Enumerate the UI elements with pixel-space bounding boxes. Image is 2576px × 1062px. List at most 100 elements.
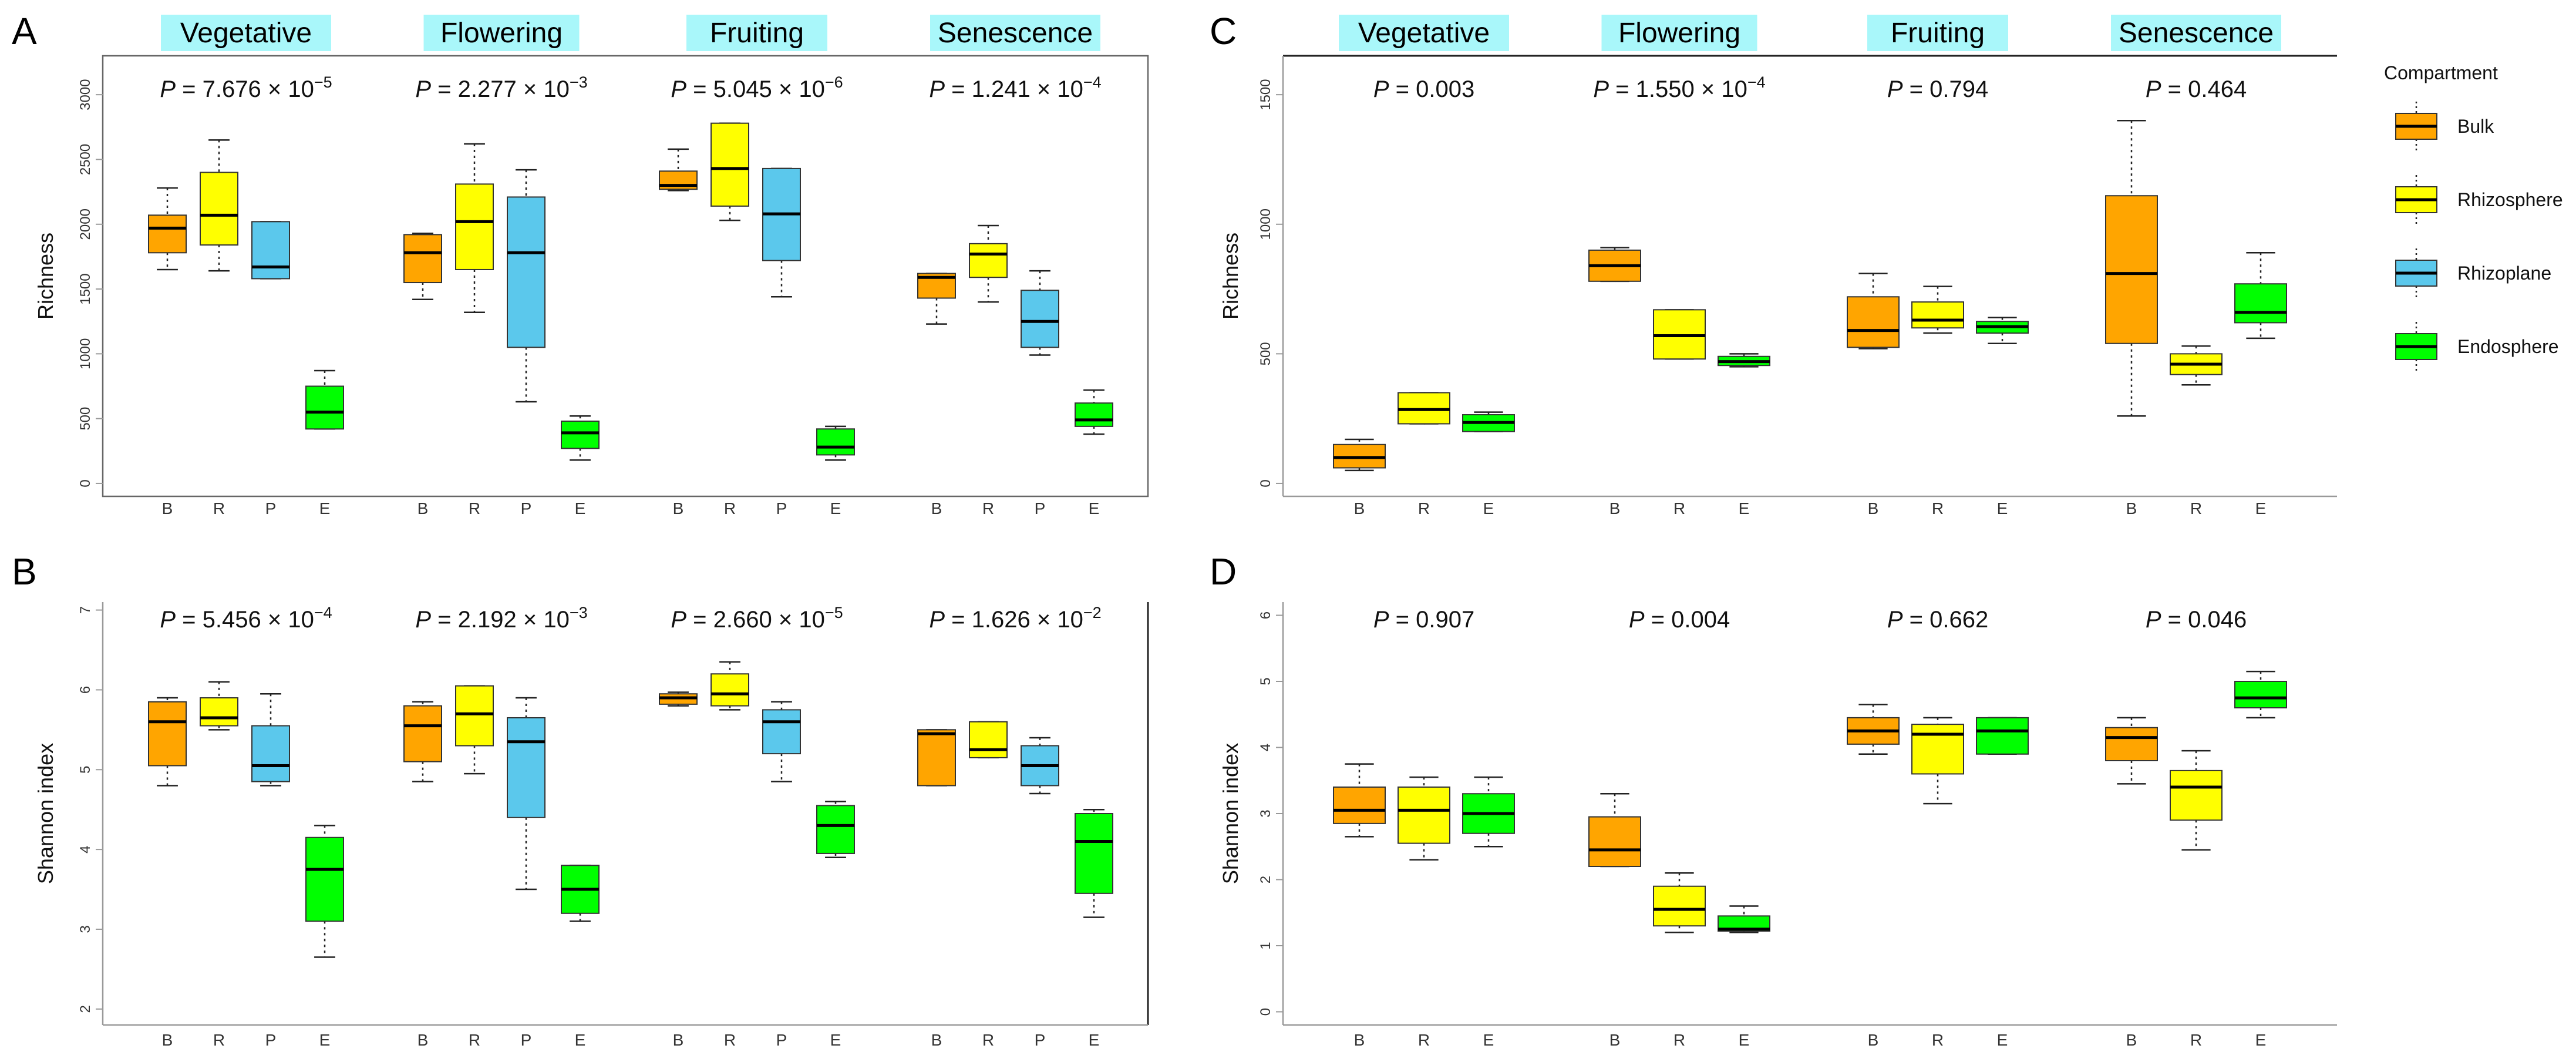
x-tick-label: E	[1997, 1031, 2008, 1049]
box-body	[710, 673, 749, 707]
panel-d: D 0 1 2 3 4 5 6 Shannon index P = 0.907 B R E P = 0.0…	[1210, 550, 2337, 1049]
panel-c: C 0 500 1000 1500 Richness Vegetative P = 0.003…	[1210, 10, 2563, 517]
legend: Compartment Bulk Rhizosphere Rhizoplane Endo…	[2384, 62, 2563, 371]
x-tick-label: R	[469, 1031, 480, 1049]
box-body	[305, 836, 344, 922]
stage-label-bg	[161, 15, 331, 51]
x-tick-label: E	[830, 1031, 841, 1049]
x-tick-label: B	[1354, 1031, 1365, 1049]
box-body	[1653, 885, 1706, 927]
x-tick-label: P	[265, 1031, 277, 1049]
box-body	[969, 243, 1008, 278]
box-r	[455, 685, 494, 775]
box-e	[305, 369, 344, 430]
p-value-exponent: −4	[1747, 73, 1766, 91]
y-tick-label: 1500	[1258, 79, 1274, 110]
x-tick-label: P	[1035, 499, 1046, 517]
box-e	[1462, 776, 1515, 848]
y-axis-label: Shannon index	[1218, 743, 1242, 884]
box-p	[1021, 737, 1059, 795]
x-tick-label: B	[1609, 1031, 1621, 1049]
stage-label-bg	[686, 15, 827, 51]
box-e	[2234, 252, 2287, 340]
p-value-text: = 0.662	[1903, 607, 1989, 633]
p-value-label: P = 0.794	[1887, 76, 1988, 102]
x-tick-label: R	[1418, 1031, 1430, 1049]
x-tick-label: B	[417, 499, 429, 517]
p-value-label: P = 2.660 × 10−5	[671, 604, 843, 633]
panel-letter: C	[1210, 10, 1237, 52]
box-p	[762, 701, 801, 782]
x-tick-label: E	[2255, 499, 2267, 517]
x-tick-label: E	[1739, 1031, 1750, 1049]
box-body	[251, 725, 290, 782]
box-body	[1398, 787, 1450, 844]
x-tick-label: R	[982, 1031, 994, 1049]
box-body	[1333, 787, 1386, 824]
box-r	[1911, 285, 1964, 334]
p-value-exponent: −4	[1083, 73, 1102, 91]
p-value-text: = 1.626 × 10	[945, 607, 1083, 633]
x-tick-label: E	[830, 499, 841, 517]
legend-label: Rhizosphere	[2457, 189, 2563, 210]
box-body	[200, 172, 238, 246]
box-r	[2170, 345, 2223, 386]
box-body	[561, 421, 600, 449]
x-tick-label: P	[776, 499, 787, 517]
box-p	[507, 697, 545, 890]
x-tick-label: B	[1868, 499, 1879, 517]
y-tick-label: 1500	[78, 273, 93, 304]
box-body	[507, 717, 545, 818]
p-value-label: P = 0.003	[1373, 76, 1474, 102]
box-b	[1847, 704, 1900, 755]
legend-title: Compartment	[2384, 62, 2498, 83]
p-value-label: P = 0.907	[1373, 607, 1474, 633]
box-body	[1911, 301, 1964, 329]
x-tick-label: E	[1089, 499, 1100, 517]
p-value-symbol: P	[160, 607, 176, 633]
p-value-symbol: P	[415, 76, 431, 102]
y-tick-label: 0	[1258, 1008, 1274, 1016]
p-value-label: P = 1.626 × 10−2	[929, 604, 1101, 633]
x-tick-label: B	[2126, 1031, 2137, 1049]
y-tick-label: 6	[1258, 611, 1274, 619]
box-e	[1976, 317, 2029, 344]
y-tick-label: 7	[78, 606, 93, 614]
stage-label-bg	[2111, 15, 2281, 51]
plot-frame	[102, 55, 1149, 498]
box-r	[1653, 872, 1706, 933]
box-body	[1911, 724, 1964, 775]
box-r	[200, 139, 238, 272]
y-tick-label: 2000	[78, 209, 93, 240]
box-body	[1976, 717, 2029, 755]
box-e	[1462, 411, 1515, 432]
box-body	[2234, 681, 2287, 708]
box-body	[2105, 727, 2158, 761]
stage-label: Vegetative	[180, 18, 312, 49]
box-r	[2170, 750, 2223, 851]
x-tick-label: R	[213, 1031, 225, 1049]
box-body	[1847, 296, 1900, 348]
p-value-symbol: P	[1373, 607, 1389, 633]
y-tick-label: 1	[1258, 942, 1274, 949]
x-tick-label: P	[1035, 1031, 1046, 1049]
p-value-symbol: P	[1373, 76, 1389, 102]
box-e	[816, 425, 855, 461]
box-body	[148, 214, 187, 254]
p-value-text: = 5.045 × 10	[686, 76, 825, 102]
y-tick-label: 3000	[78, 79, 93, 110]
stage-label-bg	[1867, 15, 2008, 51]
x-tick-label: E	[1089, 1031, 1100, 1049]
box-r	[710, 661, 749, 711]
stage-label: Senescence	[2119, 18, 2274, 49]
x-tick-label: R	[2190, 499, 2202, 517]
box-p	[1021, 270, 1059, 356]
box-e	[1075, 389, 1113, 435]
x-tick-label: R	[1418, 499, 1430, 517]
stage-label: Vegetative	[1358, 18, 1490, 49]
p-value-text: = 0.003	[1389, 76, 1475, 102]
stage-label: Flowering	[1618, 18, 1740, 49]
box-b	[1588, 793, 1641, 868]
y-tick-label: 1000	[1258, 209, 1274, 240]
stage-label-bg	[1601, 15, 1757, 51]
